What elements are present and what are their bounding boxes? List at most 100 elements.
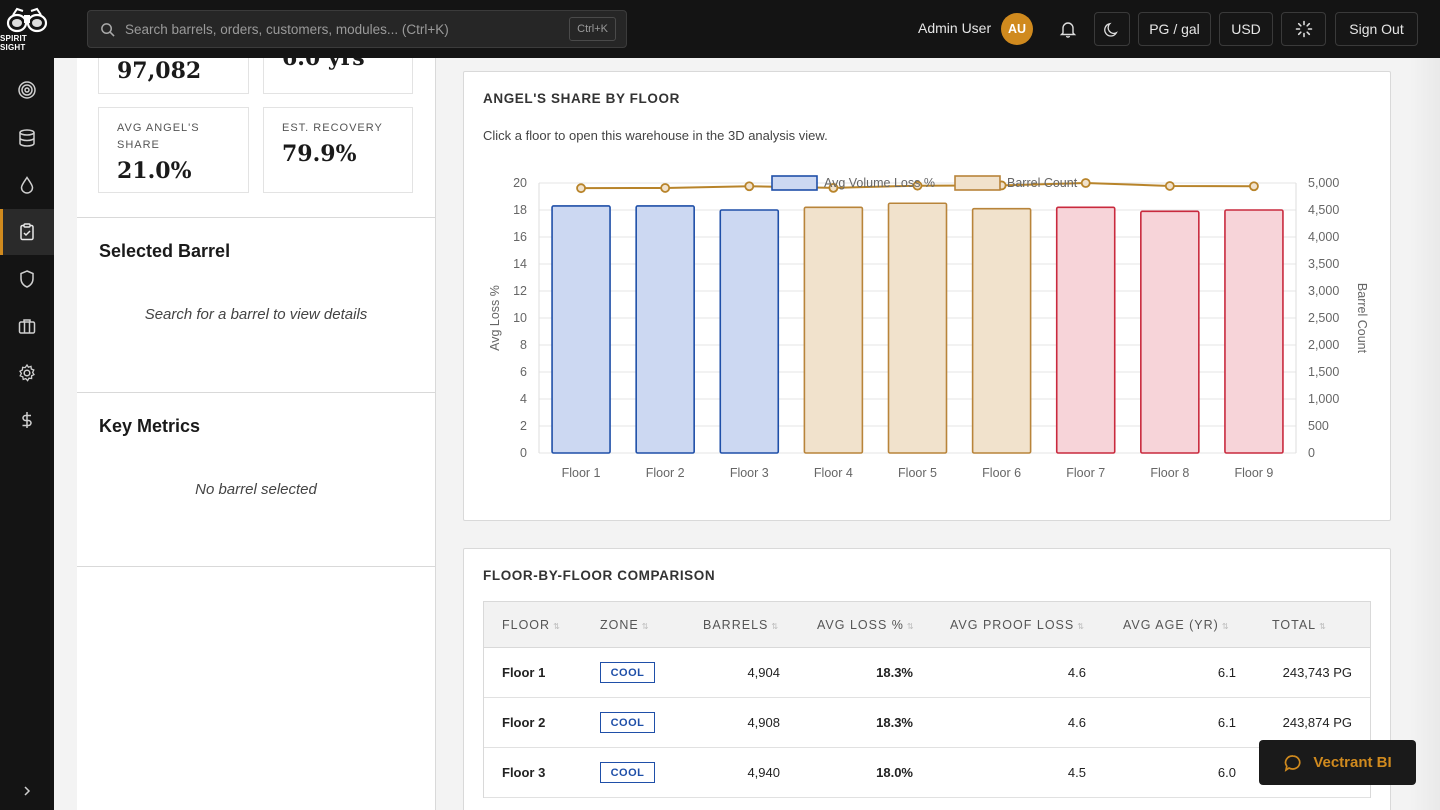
cell-proof-loss: 4.5 <box>1067 765 1086 780</box>
x-tick-label: Floor 6 <box>982 466 1021 480</box>
cell-proof-loss: 4.6 <box>1067 665 1086 680</box>
stat-card-total: 97,082 <box>98 58 249 94</box>
barrel-count-point <box>912 180 923 191</box>
currency-button[interactable]: USD <box>1219 12 1273 46</box>
notifications-button[interactable] <box>1051 12 1085 46</box>
y-tick-label: 16 <box>513 230 527 244</box>
x-tick-label: Floor 3 <box>730 466 769 480</box>
nav-inventory[interactable] <box>0 115 54 161</box>
y2-tick-label: 3,500 <box>1308 257 1339 271</box>
sort-icon: ⇅ <box>1077 622 1085 631</box>
y-tick-label: 0 <box>520 446 527 460</box>
header-label: ZONE <box>600 618 639 632</box>
sort-icon: ⇅ <box>553 622 561 631</box>
expand-rail-button[interactable] <box>0 768 54 810</box>
chevron-right-icon <box>24 786 31 796</box>
cell-avg-loss: 18.3% <box>876 715 913 730</box>
column-header-avg-loss[interactable]: AVG LOSS % ⇅ <box>817 618 915 632</box>
stat-label: AVG ANGEL'S SHARE <box>117 122 200 151</box>
avatar[interactable]: AU <box>1001 13 1033 45</box>
barrel-count-point <box>1249 181 1259 192</box>
y-tick-label: 14 <box>513 257 527 271</box>
column-header-proof-loss[interactable]: AVG PROOF LOSS ⇅ <box>950 618 1085 632</box>
app-logo[interactable]: SPIRIT SIGHT <box>0 0 54 58</box>
sign-out-button[interactable]: Sign Out <box>1335 12 1418 46</box>
nav-settings[interactable] <box>0 350 54 396</box>
moon-icon <box>1103 22 1118 37</box>
zone-badge: COOL <box>600 712 655 733</box>
sort-icon: ⇅ <box>1221 622 1230 631</box>
y-tick-label: 12 <box>513 284 527 298</box>
empty-state-text: No barrel selected <box>195 481 317 498</box>
column-header-avg-age[interactable]: AVG AGE (YR) ⇅ <box>1123 618 1230 632</box>
y2-tick-label: 3,000 <box>1308 284 1339 298</box>
column-header-zone[interactable]: ZONE ⇅ <box>600 618 649 632</box>
nav-finance[interactable] <box>0 397 54 443</box>
bar-floor-1 <box>551 205 611 454</box>
legend-label: Barrel Count <box>1007 176 1078 190</box>
bar-floor-2 <box>635 205 695 454</box>
zone-badge: COOL <box>600 762 655 783</box>
y-tick-label: 10 <box>513 311 527 325</box>
theme-toggle-button[interactable] <box>1094 12 1130 46</box>
column-header-total[interactable]: TOTAL ⇅ <box>1272 618 1327 632</box>
y-tick-label: 2 <box>520 419 527 433</box>
barrel-side-panel: 97,082 6.0 yrs AVG ANGEL'S SHARE 21.0% E… <box>77 58 436 810</box>
x-tick-label: Floor 5 <box>898 466 937 480</box>
shortcut-hint: Ctrl+K <box>569 17 616 41</box>
cell-floor: Floor 2 <box>502 715 546 730</box>
droplet-icon <box>20 176 34 194</box>
cell-total: 243,874 PG <box>1282 715 1352 730</box>
nav-compliance[interactable] <box>0 256 54 302</box>
database-icon <box>19 129 35 147</box>
empty-state-text: Search for a barrel to view details <box>144 306 368 323</box>
y-axis-label: Avg Loss % <box>488 285 502 351</box>
table-row[interactable]: Floor 3 4,940 18.0% 4.5 6.0 COOL <box>484 748 1370 798</box>
cell-avg-age: 6.1 <box>1217 665 1236 680</box>
table-row[interactable]: Floor 2 4,908 18.3% 4.6 6.1 243,874 PG COOL <box>484 698 1370 748</box>
stat-card-age: 6.0 yrs <box>263 58 413 94</box>
bar-floor-3 <box>719 209 780 454</box>
unit-toggle-button[interactable]: PG / gal <box>1138 12 1211 46</box>
y-tick-label: 18 <box>513 203 527 217</box>
bar-floor-4 <box>803 206 864 454</box>
nav-analysis[interactable] <box>0 209 54 255</box>
cell-total: 243,743 PG <box>1282 665 1352 680</box>
target-icon <box>18 81 36 99</box>
column-header-barrels[interactable]: BARRELS ⇅ <box>703 618 779 632</box>
clipboard-icon <box>20 223 34 241</box>
y2-tick-label: 2,000 <box>1308 338 1339 352</box>
column-header-floor[interactable]: FLOOR ⇅ <box>502 618 561 632</box>
cell-avg-age: 6.0 <box>1217 765 1236 780</box>
bell-icon <box>1059 22 1077 38</box>
global-search[interactable]: Ctrl+K <box>87 10 627 48</box>
search-input[interactable] <box>125 21 570 37</box>
logo-wordmark: SPIRIT SIGHT <box>0 33 27 52</box>
angels-share-chart[interactable]: 0 2 4 6 8 10 12 14 16 18 20 0 500 1,000 1,500 2,000 2,50… <box>464 160 1390 520</box>
key-metrics-section: Key Metrics No barrel selected <box>77 392 435 567</box>
cell-avg-loss: 18.3% <box>876 665 913 680</box>
sort-icon: ⇅ <box>1319 622 1327 631</box>
nav-target[interactable] <box>0 67 54 113</box>
stat-value: 97,082 <box>117 58 202 84</box>
sort-icon: ⇅ <box>771 622 780 631</box>
cell-barrels: 4,940 <box>747 765 780 780</box>
dollar-icon <box>22 412 32 428</box>
y2-tick-label: 4,000 <box>1308 230 1339 244</box>
x-tick-label: Floor 4 <box>814 466 853 480</box>
stat-label: EST. RECOVERY <box>282 122 383 134</box>
card-title: FLOOR-BY-FLOOR COMPARISON <box>483 568 716 583</box>
header-label: BARRELS <box>703 618 769 632</box>
sync-button[interactable] <box>1281 12 1326 46</box>
bar-floor-8 <box>1140 210 1200 454</box>
binoculars-logo-icon <box>6 7 48 32</box>
nav-liquid[interactable] <box>0 162 54 208</box>
table-row[interactable]: Floor 1 4,904 18.3% 4.6 6.1 243,743 PG COOL <box>484 648 1370 698</box>
briefcase-icon <box>18 319 36 334</box>
sort-icon: ⇅ <box>906 622 915 631</box>
section-title: Key Metrics <box>99 416 201 436</box>
vectrant-bi-assistant-button[interactable]: Vectrant BI <box>1259 740 1416 785</box>
nav-business[interactable] <box>0 303 54 349</box>
gear-icon <box>19 363 35 382</box>
y2-axis-label: Barrel Count <box>1355 283 1369 354</box>
